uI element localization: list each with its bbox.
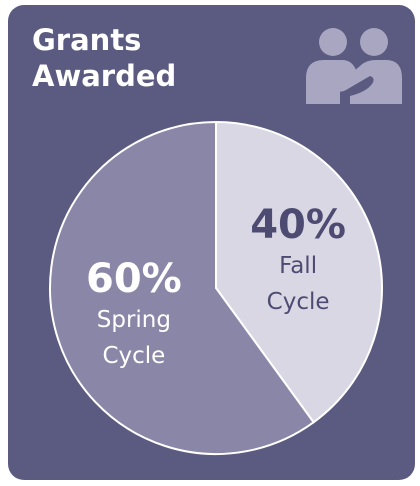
category-label: Spring Cycle bbox=[96, 306, 171, 369]
slice-label: 60% Spring Cycle bbox=[79, 256, 189, 374]
value-label: 60% bbox=[86, 255, 182, 302]
pie-slice bbox=[215, 120, 383, 424]
chart-title: Grants Awarded bbox=[32, 23, 177, 93]
slice-label: 40% Fall Cycle bbox=[243, 202, 353, 320]
pie-slice bbox=[49, 120, 315, 455]
category-label: Fall Cycle bbox=[266, 253, 330, 316]
pie bbox=[49, 120, 383, 455]
value-label: 40% bbox=[250, 202, 346, 249]
people-icon bbox=[306, 28, 402, 104]
